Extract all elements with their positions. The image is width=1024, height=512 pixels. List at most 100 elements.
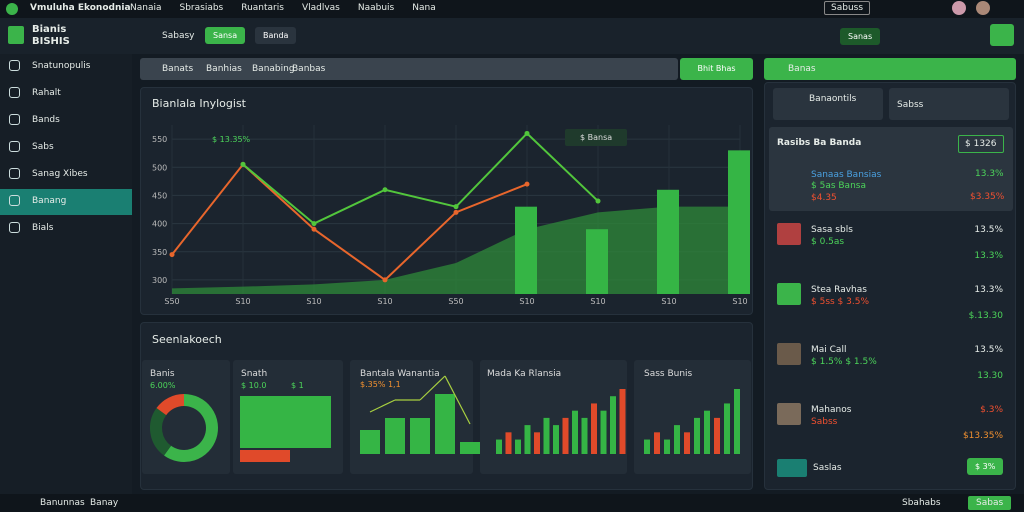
chart-title: Bianlala Inylogist [152, 97, 246, 110]
bar [240, 450, 290, 462]
bar [524, 425, 531, 454]
bar [496, 439, 502, 454]
item-value: $.3% [980, 405, 1003, 415]
button[interactable]: Banda [255, 27, 297, 44]
trend [444, 375, 471, 425]
item-value: 13.30 [977, 371, 1003, 381]
item-value: 13.3% [974, 285, 1003, 295]
widgets: Banis 6.00% Snath $ 10.0 $ 1 Bantala Wanantia… [142, 360, 751, 474]
sidebar-item[interactable]: Rahalt [32, 88, 61, 98]
footer-text: Banunnas [40, 498, 85, 508]
top-bar: Vmuluha Ekonodnia Nanaia Sbrasiabs Ruantar… [0, 0, 1024, 18]
bar [724, 403, 730, 454]
x-tick-label: S10 [732, 297, 747, 306]
item-name: Stea Ravhas [811, 285, 867, 295]
y-tick-label: 350 [152, 248, 167, 257]
nav-item[interactable]: Nana [412, 3, 436, 13]
card-title: Sabss [897, 100, 924, 110]
y-tick-label: 450 [152, 191, 167, 200]
bar [610, 396, 616, 454]
sidebar-item[interactable]: Bands [32, 115, 60, 125]
badge-bg [565, 129, 627, 146]
bar [515, 439, 521, 454]
text: Saslas [813, 463, 842, 473]
bar [664, 439, 670, 454]
sidebar-item[interactable]: Snatunopulis [32, 61, 91, 71]
icon [9, 141, 20, 152]
item-value: 13.5% [974, 225, 1003, 235]
bar [619, 389, 626, 454]
donut-slice [156, 394, 185, 416]
nav-item[interactable]: Vladlvas [301, 3, 340, 13]
featured-title: Rasibs Ba Banda [777, 138, 862, 148]
nav-item[interactable]: Nanaia [130, 3, 162, 13]
point [453, 204, 459, 210]
text: 13.3% [975, 169, 1004, 179]
bar [385, 418, 405, 454]
text: $4.35 [811, 193, 837, 203]
bar [553, 425, 559, 454]
tabs: Banats Banhias Banabing Banbas [140, 58, 678, 80]
bar [410, 418, 430, 454]
button[interactable]: Sansa [205, 27, 246, 44]
nav-item[interactable]: Ruantaris [241, 3, 284, 13]
item-value: $.13.30 [968, 311, 1003, 321]
item-name: Mai Call [811, 345, 847, 355]
sidebar-item[interactable]: Sanag Xibes [32, 169, 88, 179]
account[interactable]: Sabuss [824, 1, 871, 15]
section-title: Seenlakoech [152, 333, 222, 346]
avatar [777, 223, 801, 245]
item-value: $13.35% [962, 431, 1003, 441]
bar [694, 417, 700, 454]
logo-text: Bianis [32, 24, 67, 35]
button[interactable]: $ 3% [967, 458, 1004, 475]
button[interactable]: Sanas [840, 28, 881, 45]
bar [644, 439, 650, 454]
bar [714, 417, 720, 454]
bar [562, 417, 569, 454]
nav: Nanaia Sbrasiabs Ruantaris Vladlvas Naabuis N… [130, 3, 436, 13]
featured-value: $ 1326 [958, 135, 1004, 153]
nav-item[interactable]: Naabuis [357, 3, 395, 13]
logo-text: BISHIS [32, 36, 70, 47]
y-tick-label: 400 [152, 220, 167, 229]
bar [435, 394, 455, 454]
sidebar-item[interactable]: Sabs [32, 142, 54, 152]
search[interactable]: Sabasy [162, 31, 195, 41]
widget-title: Banis [150, 369, 175, 379]
bar [591, 403, 597, 454]
item-sub: Sabss [811, 417, 838, 427]
avatar [777, 403, 801, 425]
main-chart: 300 350 400 450 500 550 S50 S10 S10 S10 S50 S10 S10 S… [152, 125, 750, 306]
point [595, 198, 601, 204]
widget-label: $ 10.0 [241, 381, 266, 390]
icon [9, 87, 20, 98]
nav-item[interactable]: Sbrasiabs [179, 3, 224, 13]
x-tick-label: S50 [448, 297, 463, 306]
sidebar-item[interactable]: Banang [32, 196, 67, 206]
right-header: Banas [764, 58, 1016, 80]
tab[interactable]: Banbas [292, 64, 326, 74]
bar [674, 425, 680, 454]
bar [534, 432, 540, 454]
widget [634, 360, 751, 474]
right-panel: Banaontils Sabss Rasibs Ba Banda $ 1326 … [764, 82, 1016, 490]
button[interactable]: Bhit Bhas [680, 58, 753, 80]
trend [369, 399, 396, 413]
x-tick-label: S50 [164, 297, 179, 306]
trend [419, 375, 446, 401]
x-tick-label: S10 [306, 297, 321, 306]
donut-slice [150, 408, 172, 456]
bar [657, 189, 679, 294]
active-bg [0, 189, 132, 215]
avatar [777, 343, 801, 365]
item-name: Sasa sbls [811, 225, 853, 235]
tab[interactable]: Banabing [252, 64, 295, 74]
tab[interactable]: Banats [162, 64, 194, 74]
bar [515, 206, 537, 294]
tab[interactable]: Banhias [206, 64, 242, 74]
sidebar-item[interactable]: Bials [32, 223, 54, 233]
annotation: $ 13.35% [212, 135, 251, 144]
footer-button[interactable]: Sabas [968, 496, 1012, 510]
bar [460, 442, 480, 454]
